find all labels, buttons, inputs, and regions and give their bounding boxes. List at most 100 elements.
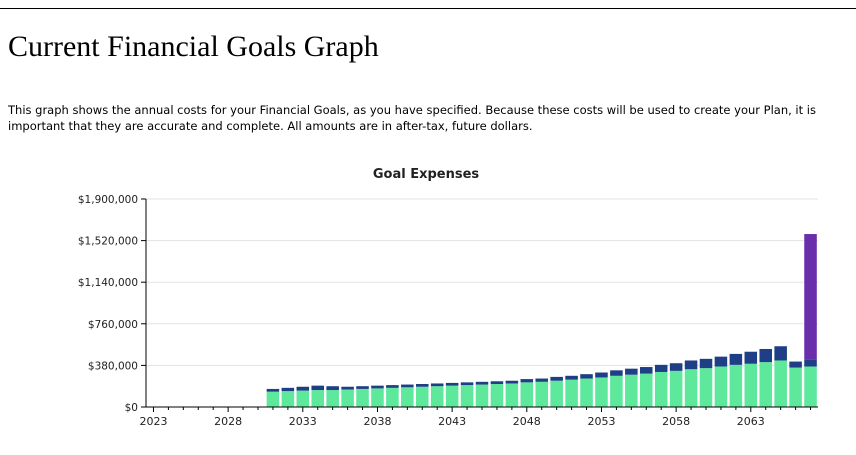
bar-segment [610, 375, 623, 407]
bar-segment [490, 384, 504, 407]
bar-segment [610, 370, 623, 376]
bar-segment [326, 386, 339, 391]
y-axis-tick-label: $1,140,000 [78, 277, 138, 289]
bar-segment [744, 363, 758, 407]
bar-segment [595, 372, 608, 378]
bar-segment [520, 382, 534, 407]
bar-segment [415, 386, 429, 407]
bar-segment [341, 386, 354, 390]
bar-segment [505, 383, 519, 407]
y-axis-tick-label: $1,900,000 [78, 194, 138, 206]
bar-segment [430, 386, 444, 407]
bar-segment [669, 363, 683, 371]
bar-segment [535, 378, 548, 382]
y-axis-tick-labels: $0 $380,000 $760,000 $1,140,000 $1,520,000 $1… [78, 194, 138, 414]
bar-segment [789, 367, 802, 407]
bar-segment [639, 367, 653, 374]
bar-segment [341, 389, 354, 407]
bar-segment [669, 370, 683, 407]
bar-segment [714, 356, 728, 367]
bar-segment [266, 388, 280, 392]
bar-segment [401, 387, 414, 407]
bar-segment [684, 360, 698, 370]
bar-segment [281, 391, 295, 407]
bar-segment [714, 366, 728, 407]
bar-segment [625, 368, 638, 375]
y-axis-tick-label: $380,000 [88, 360, 138, 372]
y-axis-tick-label: $0 [125, 402, 138, 414]
bar-segment [565, 375, 578, 380]
bar-segment [774, 360, 787, 407]
bar-segment [625, 374, 638, 407]
bar-segment [729, 353, 743, 365]
chart-bars [251, 234, 817, 408]
x-axis-tick-label: 2033 [289, 415, 317, 428]
x-axis-tick-label: 2028 [214, 415, 242, 428]
bar-segment [326, 390, 339, 407]
bar-segment [386, 387, 399, 407]
bar-segment [445, 382, 459, 386]
bar-segment [296, 386, 310, 391]
page-description: This graph shows the annual costs for yo… [8, 103, 816, 133]
x-axis-tick-label: 2053 [587, 415, 615, 428]
bar-segment [311, 385, 324, 391]
bar-segment [386, 385, 399, 388]
bar-segment [595, 377, 608, 407]
x-axis-tick-label: 2048 [513, 415, 541, 428]
bar-segment [804, 234, 817, 360]
bar-segment [684, 369, 698, 407]
bar-segment [505, 380, 519, 384]
goal-expenses-chart: Goal Expenses $0 $380,000 $760,000 $1,140,0… [0, 155, 856, 451]
bar-segment [654, 364, 668, 372]
bar-segment [430, 383, 444, 387]
bar-segment [281, 387, 295, 392]
bar-segment [371, 388, 384, 407]
bar-segment [415, 384, 429, 387]
bar-segment [699, 368, 713, 407]
bar-segment [311, 390, 324, 407]
x-axis-tick-label: 2063 [737, 415, 765, 428]
bar-segment [729, 364, 743, 407]
bar-segment [774, 346, 787, 361]
bar-segment [789, 361, 802, 368]
bar-segment [475, 381, 489, 385]
bar-segment [371, 385, 384, 389]
bar-segment [266, 391, 280, 407]
bar-segment [296, 390, 310, 407]
bar-segment [699, 358, 713, 369]
y-axis-tick-label: $1,520,000 [78, 236, 138, 248]
bar-segment [550, 380, 563, 407]
bar-segment [639, 373, 653, 407]
x-axis-tick-label: 2038 [363, 415, 391, 428]
x-axis-tick-label: 2058 [662, 415, 690, 428]
bar-segment [580, 378, 593, 407]
bar-segment [804, 366, 817, 407]
bar-segment [490, 381, 504, 385]
x-axis-tick-label: 2023 [139, 415, 167, 428]
top-rule [0, 8, 856, 9]
bar-segment [475, 384, 489, 407]
bar-segment [759, 362, 772, 407]
page-title: Current Financial Goals Graph [8, 30, 379, 63]
bar-segment [535, 381, 548, 407]
bar-segment [445, 385, 459, 407]
bar-segment [744, 351, 758, 364]
bar-segment [460, 382, 474, 386]
x-axis-tick-labels: 2023 2028 2033 2038 2043 2048 2053 2058 2063 [139, 415, 764, 428]
x-axis-tick-label: 2043 [438, 415, 466, 428]
bar-segment [356, 386, 369, 389]
bar-segment [804, 359, 817, 367]
bar-segment [401, 384, 414, 388]
bar-segment [759, 348, 772, 363]
bar-segment [580, 374, 593, 379]
y-axis-tick-label: $760,000 [88, 319, 138, 331]
bar-segment [460, 385, 474, 407]
chart-title: Goal Expenses [373, 167, 480, 182]
bar-segment [654, 371, 668, 407]
chart-gridlines [146, 198, 818, 366]
bar-segment [520, 379, 534, 383]
chart-axes [141, 198, 818, 412]
bar-segment [550, 376, 563, 381]
goal-expenses-chart-svg: Goal Expenses $0 $380,000 $760,000 $1,140,0… [78, 167, 818, 428]
bar-segment [356, 388, 369, 407]
